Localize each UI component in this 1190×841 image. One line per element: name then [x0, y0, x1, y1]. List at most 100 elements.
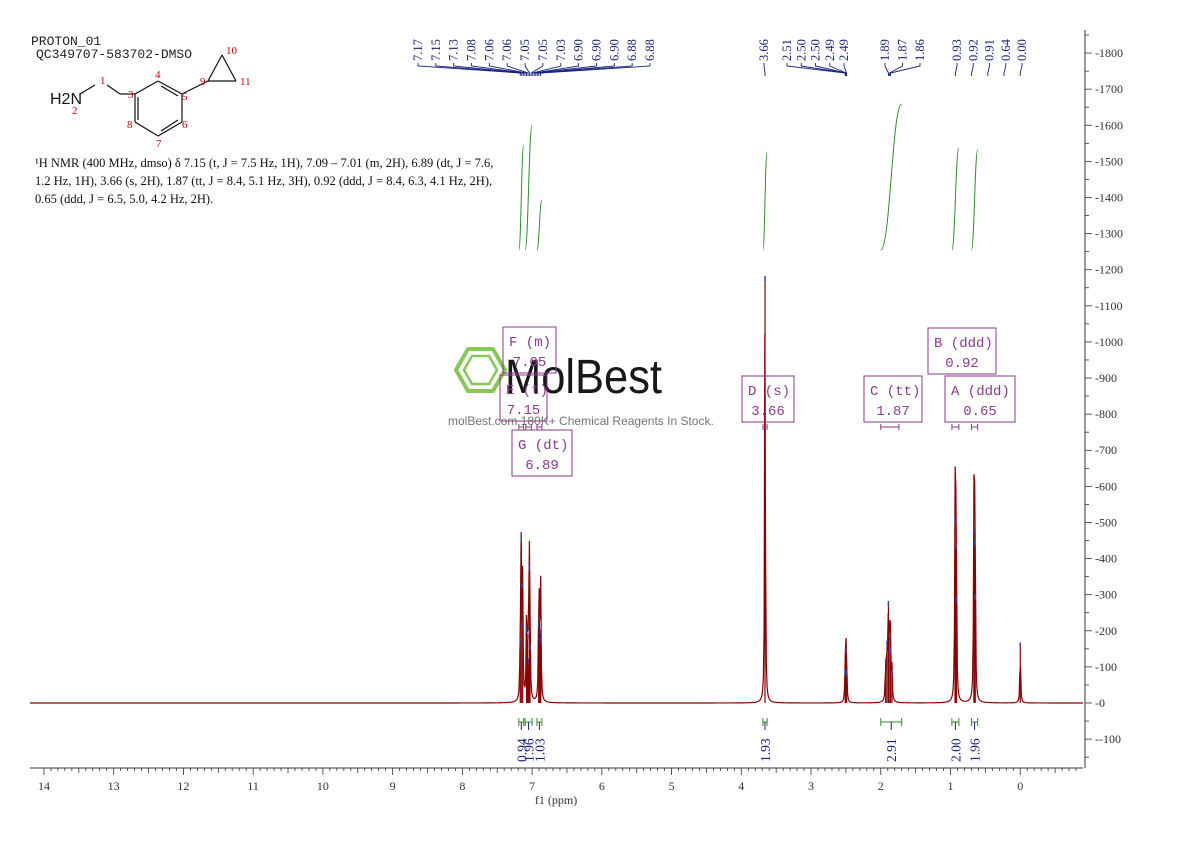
x-tick-label: 9: [390, 779, 396, 793]
peak-label-leader: [540, 63, 651, 76]
nmr-description-line: ¹H NMR (400 MHz, dmso) δ 7.15 (t, J = 7.…: [35, 156, 493, 170]
peak-label: 0.93: [950, 39, 964, 61]
multiplet-type: F (m): [509, 335, 551, 351]
integral-curve: [970, 149, 979, 251]
y-tick-label: -1300: [1095, 227, 1123, 241]
peak-label: 2.49: [837, 39, 851, 61]
x-tick-label: 4: [738, 779, 744, 793]
multiplet-type: E (t): [506, 383, 548, 399]
integral-value: 2.00: [948, 738, 963, 762]
peak-label: 6.90: [589, 39, 603, 61]
peak-label-leader: [524, 63, 531, 76]
multiplet-type: G (dt): [518, 438, 568, 454]
peak-label-leader: [535, 63, 597, 76]
atom-label-7: 7: [156, 138, 162, 150]
peak-label-leader: [538, 63, 633, 76]
peak-label-leader: [530, 63, 544, 76]
x-tick-label: 5: [669, 779, 675, 793]
multiplet-box: G (dt) 6.89: [511, 424, 573, 477]
y-tick-label: -800: [1095, 407, 1117, 421]
x-tick-label: 14: [38, 779, 50, 793]
y-tick-label: -700: [1095, 443, 1117, 457]
peak-label: 2.49: [823, 39, 837, 61]
multiplet-shift: 7.15: [507, 403, 541, 419]
y-tick-label: --100: [1095, 732, 1121, 746]
multiplet-box: D (s) 3.66: [741, 375, 795, 430]
x-tick-label: 2: [878, 779, 884, 793]
y-tick-label: -300: [1095, 588, 1117, 602]
peak-label: 2.50: [794, 39, 808, 61]
y-tick-label: -1200: [1095, 263, 1123, 277]
peak-label-leader: [890, 63, 921, 76]
integral-curve: [951, 147, 960, 251]
multiplet-frame: [863, 375, 923, 423]
peak-label-leader: [987, 63, 990, 76]
multiplet-box: C (tt) 1.87: [863, 375, 923, 430]
y-tick-label: -1700: [1095, 82, 1123, 96]
peak-label: 7.08: [465, 39, 479, 61]
atom-label-3: 3: [128, 89, 134, 101]
peak-label: 0.64: [999, 38, 1013, 61]
y-tick-label: -1800: [1095, 46, 1123, 60]
integral-curve: [536, 199, 543, 251]
chemical-structure: H2N 1 2 3 4 5 6 7 8 9 10 11: [50, 45, 251, 150]
multiplet-frame: [944, 375, 1016, 423]
multiplet-range: [880, 424, 900, 430]
integral-value: 1.96: [968, 738, 983, 762]
integral-curve: [524, 124, 533, 251]
multiplet-range: [536, 424, 543, 430]
y-tick-label: -600: [1095, 479, 1117, 493]
atom-label-5: 5: [182, 91, 188, 103]
x-tick-label: 12: [177, 779, 189, 793]
axes: 14 13 12 11 10 9 8 7 6 5 4 3 2 1 0f1 (ppm)--100-0-100-…: [30, 30, 1123, 807]
atom-label-8: 8: [127, 119, 133, 131]
peak-label: 7.15: [429, 39, 443, 61]
multiplet-box: F (m) 7.05: [502, 326, 557, 430]
peak-label-leader: [488, 63, 527, 76]
multiplet-range: [525, 424, 532, 430]
multiplet-range: [518, 424, 525, 430]
y-tick-label: -400: [1095, 552, 1117, 566]
watermark: MolBest molBest.com 180K+ Chemical Reage…: [448, 347, 714, 428]
y-tick-label: -1400: [1095, 190, 1123, 204]
multiplet-frame: [927, 327, 997, 375]
x-tick-label: 6: [599, 779, 605, 793]
peak-label-leader: [471, 63, 526, 76]
peak-label: 6.90: [607, 39, 621, 61]
x-tick-label: 13: [108, 779, 120, 793]
peak-label-leader: [1003, 63, 1007, 76]
nmr-description: ¹H NMR (400 MHz, dmso) δ 7.15 (t, J = 7.…: [35, 156, 493, 206]
x-tick-label: 3: [808, 779, 814, 793]
x-tick-label: 11: [247, 779, 259, 793]
peak-label: 6.88: [625, 39, 639, 61]
nmr-description-line: 1.2 Hz, 1H), 3.66 (s, 2H), 1.87 (tt, J =…: [35, 174, 492, 188]
peak-label-leader: [435, 63, 523, 76]
multiplet-type: C (tt): [870, 384, 920, 400]
integral-value: 1.93: [758, 738, 773, 762]
peak-label: 7.06: [500, 39, 514, 61]
x-tick-label: 10: [317, 779, 329, 793]
peak-label: 1.89: [878, 39, 892, 61]
x-tick-label: 8: [459, 779, 465, 793]
atom-label-10: 10: [226, 45, 238, 57]
y-tick-label: -1100: [1095, 299, 1123, 313]
peak-label: 2.50: [809, 39, 823, 61]
peak-label-leader: [536, 63, 615, 76]
multiplet-frame: [502, 326, 557, 374]
multiplet-boxes: F (m) 7.05 E (t) 7.15 G (dt) 6.89 D (s) 3.66 C (…: [499, 326, 1016, 477]
x-tick-label: 0: [1017, 779, 1023, 793]
y-tick-label: -500: [1095, 515, 1117, 529]
atom-label-6: 6: [182, 119, 188, 131]
multiplet-shift: 1.87: [876, 404, 910, 420]
x-axis-label: f1 (ppm): [535, 793, 577, 807]
peak-label: 7.13: [447, 39, 461, 61]
peak-label: 6.90: [572, 39, 586, 61]
spectrum-trace: [30, 333, 1083, 704]
x-tick-label: 1: [948, 779, 954, 793]
atom-label-4: 4: [155, 69, 161, 81]
integral-value: 1.96: [522, 738, 537, 762]
integrals: 0.941.961.03 1.93 2.91 2.00 1.96: [514, 103, 983, 762]
multiplet-type: D (s): [748, 384, 790, 400]
y-tick-label: -200: [1095, 624, 1117, 638]
